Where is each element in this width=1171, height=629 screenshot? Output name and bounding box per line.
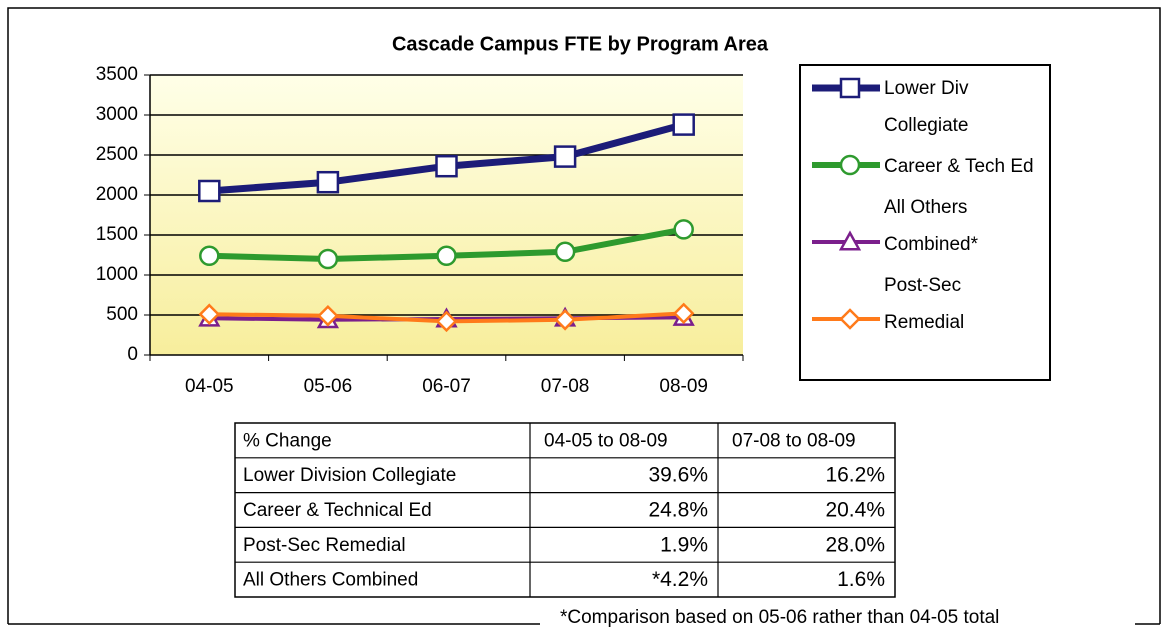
table-cell: 1.6% — [837, 568, 885, 591]
chart-title: Cascade Campus FTE by Program Area — [392, 33, 769, 55]
marker — [198, 179, 221, 203]
legend-label: All Others Combined* — [884, 197, 978, 255]
marker — [198, 303, 221, 325]
table-cell: 16.2% — [825, 464, 885, 487]
y-tick-label: 500 — [106, 304, 138, 325]
marker — [435, 154, 458, 178]
x-tick-label: 07-08 — [541, 376, 590, 397]
frame — [7, 7, 1161, 624]
marker — [838, 230, 862, 251]
marker — [839, 154, 861, 176]
y-tick-label: 1000 — [96, 264, 138, 285]
table-cell: 28.0% — [825, 533, 885, 556]
table-header: 04-05 to 08-09 — [544, 430, 668, 451]
table-cell: *4.2% — [652, 568, 708, 591]
y-tick-label: 3500 — [96, 64, 138, 85]
marker — [436, 245, 457, 267]
marker — [317, 305, 339, 327]
table-cell: Lower Division Collegiate — [243, 465, 456, 486]
x-tick-label: 08-09 — [659, 376, 708, 397]
legend-label: Lower Div Collegiate — [884, 78, 969, 136]
marker — [554, 241, 576, 263]
table-cell: 20.4% — [825, 499, 885, 522]
table-cell: 24.8% — [648, 499, 708, 522]
y-tick-label: 2000 — [96, 184, 138, 205]
table-cell: 1.9% — [660, 533, 708, 556]
x-tick-label: 05-06 — [304, 376, 353, 397]
y-tick-label: 3000 — [96, 104, 138, 125]
footnote: *Comparison based on 05-06 rather than 0… — [560, 607, 999, 628]
marker — [199, 245, 220, 267]
marker — [317, 248, 339, 270]
marker — [435, 310, 458, 333]
table-header: % Change — [243, 430, 332, 451]
marker — [672, 113, 695, 136]
y-tick-label: 0 — [127, 344, 138, 365]
marker — [316, 170, 340, 194]
legend: Lower Div Collegiate Career & Tech Ed All … — [884, 70, 1042, 345]
marker — [553, 145, 577, 168]
x-tick-label: 04-05 — [185, 376, 234, 397]
marker — [839, 308, 861, 330]
marker — [839, 77, 861, 99]
table-cell: 39.6% — [648, 464, 708, 487]
marker — [673, 219, 694, 240]
legend-label: Career & Tech Ed — [884, 156, 1034, 177]
legend-label: Post-Sec Remedial — [884, 275, 965, 333]
y-tick-label: 2500 — [96, 144, 138, 165]
table-border — [234, 422, 896, 598]
y-tick-label: 1500 — [96, 224, 138, 245]
legend-box — [799, 64, 1051, 381]
table-cell: Post-Sec Remedial — [243, 535, 406, 556]
marker — [672, 302, 695, 325]
x-tick-label: 06-07 — [422, 376, 471, 397]
table-cell: Career & Technical Ed — [243, 500, 432, 521]
table-header: 07-08 to 08-09 — [732, 430, 856, 451]
table-cell: All Others Combined — [243, 570, 418, 591]
marker — [554, 309, 576, 331]
